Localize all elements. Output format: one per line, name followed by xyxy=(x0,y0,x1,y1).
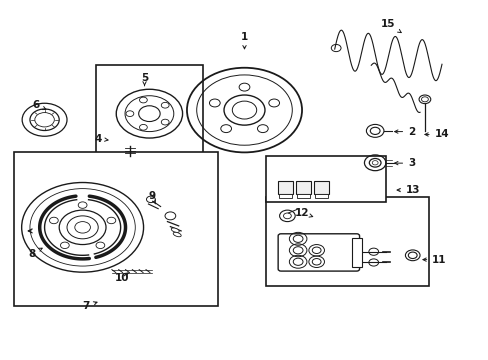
Text: 3: 3 xyxy=(394,158,414,168)
Text: 11: 11 xyxy=(422,255,446,265)
Bar xyxy=(266,197,428,286)
Bar xyxy=(315,194,327,198)
Text: 9: 9 xyxy=(148,191,155,204)
Bar xyxy=(313,181,329,194)
Text: 8: 8 xyxy=(29,248,42,258)
Bar xyxy=(295,181,311,194)
Text: 15: 15 xyxy=(380,19,401,33)
Text: 13: 13 xyxy=(396,185,419,195)
Bar xyxy=(351,238,361,267)
Bar xyxy=(277,181,293,194)
Ellipse shape xyxy=(173,232,181,237)
Text: 7: 7 xyxy=(82,301,97,311)
Text: 6: 6 xyxy=(32,100,46,110)
Text: 5: 5 xyxy=(141,73,148,86)
Bar xyxy=(266,156,385,202)
Bar xyxy=(297,194,309,198)
Text: 1: 1 xyxy=(241,32,247,49)
Ellipse shape xyxy=(171,228,179,233)
Text: 2: 2 xyxy=(394,127,414,136)
Text: 10: 10 xyxy=(114,273,129,283)
Text: 4: 4 xyxy=(94,134,108,144)
FancyBboxPatch shape xyxy=(278,234,359,271)
Bar xyxy=(279,194,291,198)
Bar xyxy=(14,152,217,306)
Bar xyxy=(96,65,203,158)
Text: 12: 12 xyxy=(294,208,312,218)
Text: 14: 14 xyxy=(424,130,448,139)
